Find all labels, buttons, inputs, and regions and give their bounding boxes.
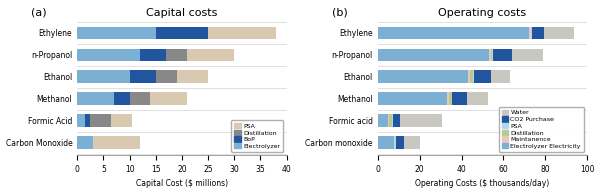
Bar [449, 92, 452, 105]
Bar [208, 27, 276, 39]
Bar [114, 92, 130, 105]
Bar [491, 70, 509, 83]
Bar [512, 48, 543, 61]
Bar [187, 48, 234, 61]
Bar [156, 27, 208, 39]
Bar [492, 48, 493, 61]
Bar [111, 114, 132, 127]
Bar [378, 48, 489, 61]
Bar [85, 114, 90, 127]
Bar [395, 136, 396, 149]
Bar [77, 48, 140, 61]
Bar [493, 48, 512, 61]
Bar [529, 27, 530, 39]
Bar [166, 48, 187, 61]
Bar [77, 92, 114, 105]
Bar [176, 70, 208, 83]
Legend: PSA, Distillation, BoP, Electrolyzer: PSA, Distillation, BoP, Electrolyzer [232, 120, 283, 152]
Bar [389, 114, 392, 127]
Bar [130, 92, 151, 105]
Bar [447, 92, 449, 105]
Bar [90, 114, 111, 127]
Bar [77, 114, 85, 127]
Bar [77, 70, 130, 83]
Bar [544, 27, 574, 39]
Bar [378, 92, 447, 105]
Bar [378, 114, 388, 127]
Bar [400, 114, 442, 127]
Bar [77, 27, 156, 39]
Bar [474, 70, 491, 83]
Bar [473, 70, 474, 83]
Bar [156, 70, 176, 83]
Bar [151, 92, 187, 105]
Bar [530, 27, 532, 39]
Bar [396, 136, 404, 149]
Bar [140, 48, 166, 61]
Bar [491, 48, 492, 61]
Bar [388, 114, 389, 127]
Bar [532, 27, 544, 39]
Bar [378, 136, 394, 149]
X-axis label: Capital Cost ($ millions): Capital Cost ($ millions) [136, 179, 228, 188]
Bar [470, 70, 473, 83]
Bar [404, 136, 420, 149]
Title: Capital costs: Capital costs [146, 8, 218, 18]
Legend: Water, CO2 Purchase, PSA, Distillation, Maintanence, Electrolyzer Electricity: Water, CO2 Purchase, PSA, Distillation, … [499, 107, 584, 152]
Bar [452, 92, 467, 105]
Title: Operating costs: Operating costs [439, 8, 527, 18]
Bar [467, 92, 488, 105]
Bar [130, 70, 156, 83]
X-axis label: Operating Costs ($ thousands/day): Operating Costs ($ thousands/day) [415, 179, 550, 188]
Bar [393, 114, 400, 127]
Bar [392, 114, 393, 127]
Text: (b): (b) [332, 7, 347, 17]
Bar [489, 48, 491, 61]
Bar [378, 70, 468, 83]
Bar [394, 136, 395, 149]
Bar [93, 136, 140, 149]
Text: (a): (a) [31, 7, 47, 17]
Bar [378, 27, 529, 39]
Bar [468, 70, 470, 83]
Bar [77, 136, 93, 149]
